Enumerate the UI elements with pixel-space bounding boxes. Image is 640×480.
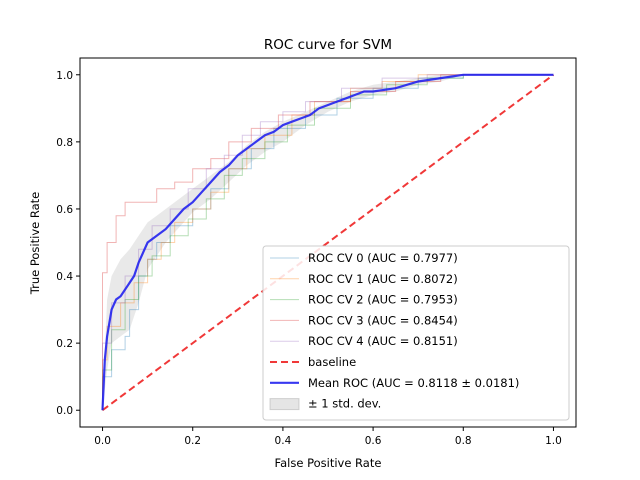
legend-label: ROC CV 0 (AUC = 0.7977): [308, 251, 458, 265]
legend: ROC CV 0 (AUC = 0.7977) ROC CV 1 (AUC = 0…: [262, 245, 570, 421]
axes-frame: [79, 57, 577, 428]
legend-label: ROC CV 3 (AUC = 0.8454): [308, 313, 458, 327]
y-tick-label: 1.0: [56, 70, 73, 82]
legend-label: Mean ROC (AUC = 0.8118 ± 0.0181): [308, 376, 519, 390]
y-axis-label: True Positive Rate: [28, 192, 42, 295]
plot-area: 0.0 0.2 0.4 0.6 0.8 1.0 0.0 0.2 0.4 0.6 0.8 1.0: [56, 57, 577, 447]
y-tick-label: 0.0: [56, 405, 73, 417]
x-axis-label: False Positive Rate: [275, 456, 382, 470]
y-tick-label: 0.2: [56, 338, 73, 350]
roc-cv-1-line: [102, 74, 554, 411]
x-tick-label: 0.4: [275, 435, 292, 447]
legend-label: ROC CV 4 (AUC = 0.8151): [308, 334, 458, 348]
y-tick-label: 0.4: [56, 271, 73, 283]
legend-box: [262, 245, 570, 421]
x-axis-ticks: 0.0 0.2 0.4 0.6 0.8 1.0: [94, 427, 562, 447]
baseline-line: [101, 73, 555, 412]
x-tick-label: 0.8: [455, 435, 472, 447]
legend-label: ± 1 std. dev.: [308, 397, 381, 411]
legend-label: ROC CV 2 (AUC = 0.7953): [308, 293, 458, 307]
x-tick-label: 0.2: [184, 435, 201, 447]
y-tick-label: 0.8: [56, 137, 73, 149]
series-layer: [101, 73, 555, 412]
roc-cv-2-line: [102, 74, 554, 411]
x-tick-label: 1.0: [545, 435, 562, 447]
roc-cv-3-line: [102, 74, 554, 411]
legend-label: baseline: [308, 355, 356, 369]
legend-items: ROC CV 0 (AUC = 0.7977) ROC CV 1 (AUC = 0…: [269, 251, 519, 411]
y-tick-label: 0.6: [56, 204, 73, 216]
chart-title: ROC curve for SVM: [264, 37, 392, 53]
mean-roc-line: [101, 73, 554, 411]
roc-cv-0-line: [102, 74, 554, 411]
x-tick-label: 0.0: [94, 435, 111, 447]
x-tick-label: 0.6: [365, 435, 382, 447]
legend-swatch-band: [269, 398, 300, 411]
y-axis-ticks: 0.0 0.2 0.4 0.6 0.8 1.0: [56, 70, 80, 417]
legend-label: ROC CV 1 (AUC = 0.8072): [308, 272, 458, 286]
